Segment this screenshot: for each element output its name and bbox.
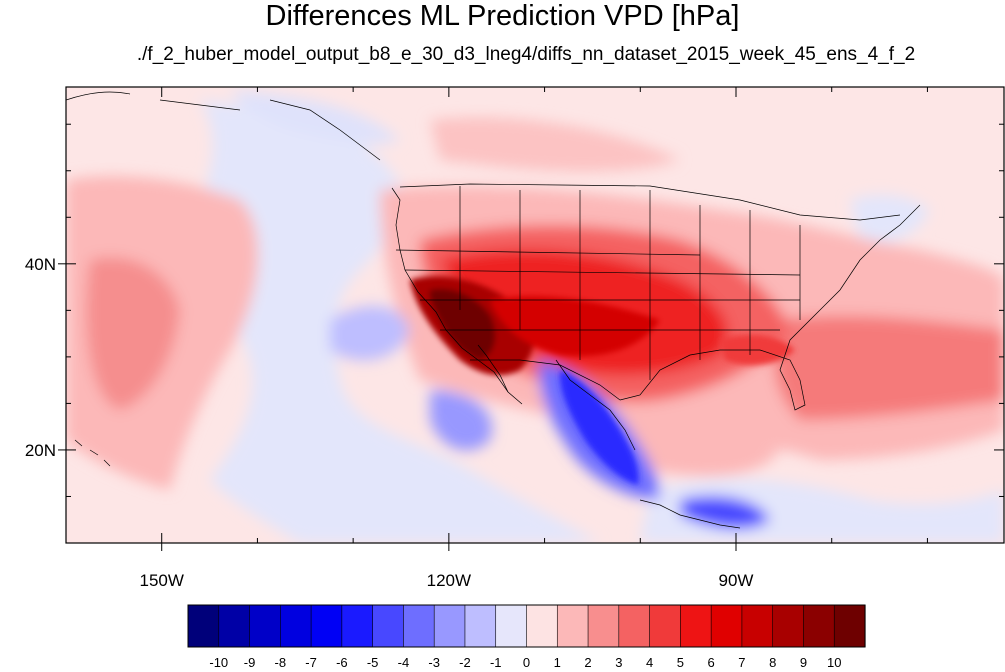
colorbar-label: -1 <box>490 655 502 670</box>
colorbar-swatch <box>556 604 589 648</box>
map-field <box>66 87 1004 543</box>
x-tick-label: 90W <box>719 571 754 590</box>
cool-ocean-region <box>180 100 600 543</box>
colorbar-label: -6 <box>336 655 348 670</box>
colorbar-swatch <box>280 604 312 648</box>
southern-plains-hot <box>490 296 660 357</box>
x-tick-label: 120W <box>427 571 471 590</box>
y-tick-label: 20N <box>25 441 56 460</box>
chart-subtitle: ./f_2_huber_model_output_b8_e_30_d3_lneg… <box>136 44 916 65</box>
colorbar-label: 3 <box>615 655 622 670</box>
colorbar-swatch <box>403 604 435 648</box>
colorbar-swatch <box>249 604 281 648</box>
colorbar-swatch <box>218 604 251 648</box>
central-america-coast <box>639 499 741 529</box>
gulf-and-atlantic-coast <box>619 204 921 411</box>
colorbar-swatch <box>464 604 497 648</box>
colorbar-label: -10 <box>209 655 228 670</box>
atlantic-warm-band <box>774 315 1004 420</box>
colorbar-swatch <box>587 604 620 648</box>
x-tick-labels: 150W 120W 90W <box>140 571 754 590</box>
us-mexico-border <box>470 359 621 401</box>
y-tick-labels: 40N 20N <box>25 255 56 460</box>
colorbar-label: 2 <box>584 655 591 670</box>
colorbar-swatch <box>833 604 866 648</box>
baja-coastline <box>477 344 509 393</box>
colorbar-swatch <box>803 604 835 648</box>
colorbar <box>187 604 866 648</box>
colorbar-swatch <box>649 604 681 648</box>
colorbar-label: 5 <box>677 655 684 670</box>
colorbar-swatch <box>618 604 651 648</box>
state-lines-vertical <box>459 186 801 380</box>
colorbar-label: 6 <box>708 655 715 670</box>
colorbar-label: 10 <box>827 655 841 670</box>
colorbar-label: 8 <box>769 655 776 670</box>
colorbar-swatch <box>526 604 558 648</box>
y-tick-label: 40N <box>25 255 56 274</box>
pacific-coastline <box>391 187 523 405</box>
colorbar-swatch <box>710 604 743 648</box>
colorbar-label: -8 <box>275 655 287 670</box>
southwest-hot-core <box>429 288 496 360</box>
offshore-cool-patch <box>330 306 410 361</box>
pacific-warm-core <box>86 257 180 410</box>
alaska-coastline <box>66 91 381 161</box>
colorbar-label: -5 <box>367 655 379 670</box>
colorbar-swatch <box>741 604 774 648</box>
colorbar-label: 0 <box>523 655 530 670</box>
gulf-warm-region <box>620 420 780 476</box>
baja-offshore-cool <box>430 390 492 451</box>
colorbar-frame <box>187 604 866 648</box>
map-frame <box>65 86 1005 544</box>
x-tick-label: 150W <box>140 571 184 590</box>
chart-title: Differences ML Prediction VPD [hPa] <box>265 0 740 32</box>
colorbar-swatch <box>187 604 220 648</box>
colorbar-swatch <box>341 604 374 648</box>
colorbar-label: 7 <box>738 655 745 670</box>
alaska-coast-cool <box>230 90 400 145</box>
colorbar-label: -3 <box>428 655 440 670</box>
colorbar-swatch <box>680 604 712 648</box>
colorbar-label: 4 <box>646 655 653 670</box>
colorbar-label: 1 <box>554 655 561 670</box>
state-lines-horizontal <box>395 249 801 331</box>
mexico-cool-core <box>559 370 639 485</box>
colorbar-swatch <box>433 604 466 648</box>
colorbar-swatch <box>372 604 405 648</box>
colorbar-swatch <box>772 604 805 648</box>
map-outlines <box>66 91 921 529</box>
axis-ticks <box>58 87 1004 551</box>
colorbar-swatch <box>495 604 528 648</box>
hawaii-islands <box>74 439 111 467</box>
colorbar-label: -9 <box>244 655 256 670</box>
colorbar-label: -2 <box>459 655 471 670</box>
colorbar-labels: -10 -9 -8 -7 -6 -5 -4 -3 -2 -1 0 1 2 3 4 5 6 7 8 9 10 <box>209 655 841 670</box>
colorbar-label: 9 <box>800 655 807 670</box>
us-canada-border <box>399 183 901 221</box>
canada-warm-region <box>430 117 680 172</box>
colorbar-label: -7 <box>305 655 317 670</box>
northeast-cool-region <box>850 194 930 244</box>
mexico-gulf-of-california-coast <box>555 359 636 451</box>
colorbar-label: -4 <box>398 655 410 670</box>
colorbar-swatch <box>310 604 343 648</box>
